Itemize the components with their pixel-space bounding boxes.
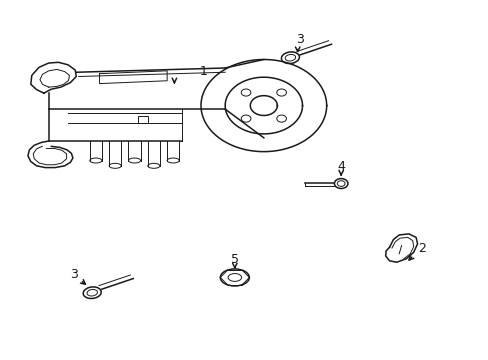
Text: 5: 5 [230,253,238,266]
Text: 3: 3 [70,269,78,282]
Text: 3: 3 [296,33,304,46]
Text: 4: 4 [337,160,345,173]
Text: 2: 2 [418,242,426,255]
Text: 1: 1 [199,66,207,78]
